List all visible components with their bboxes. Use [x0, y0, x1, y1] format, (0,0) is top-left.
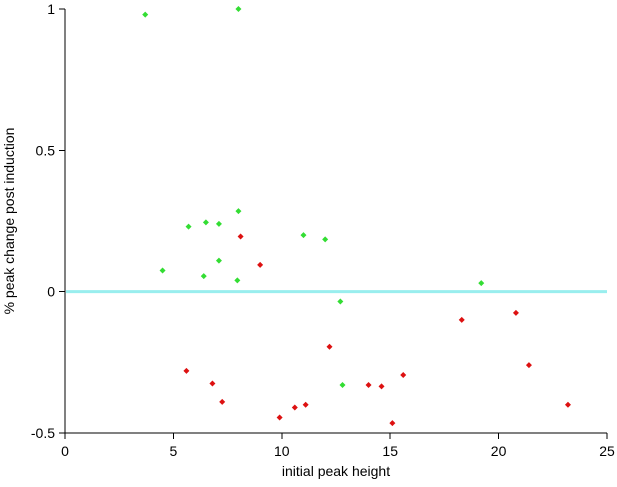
data-point-series-1 — [202, 219, 209, 226]
data-point-series-1 — [215, 220, 222, 227]
data-point-series-1 — [234, 277, 241, 284]
data-point-series-2 — [564, 401, 571, 408]
data-point-series-1 — [159, 267, 166, 274]
data-points — [142, 6, 571, 427]
data-point-series-2 — [291, 404, 298, 411]
data-point-series-2 — [458, 316, 465, 323]
data-point-series-1 — [200, 273, 207, 280]
data-point-series-2 — [302, 401, 309, 408]
y-axis-label: % peak change post induction — [1, 128, 17, 315]
data-point-series-2 — [276, 414, 283, 421]
x-axis-label: initial peak height — [282, 463, 390, 479]
x-tick-label: 0 — [61, 443, 69, 459]
data-point-series-2 — [237, 233, 244, 240]
y-tick-label: 0.5 — [36, 142, 56, 158]
data-point-series-2 — [378, 383, 385, 390]
data-point-series-2 — [257, 261, 264, 268]
data-point-series-2 — [209, 380, 216, 387]
data-point-series-1 — [478, 280, 485, 287]
data-point-series-1 — [215, 257, 222, 264]
data-point-series-1 — [235, 6, 242, 12]
data-point-series-1 — [235, 208, 242, 215]
x-tick-label: 10 — [274, 443, 290, 459]
x-tick-label: 20 — [491, 443, 507, 459]
x-tick-label: 5 — [170, 443, 178, 459]
y-tick-label: -0.5 — [31, 425, 55, 441]
data-point-series-2 — [365, 381, 372, 388]
data-point-series-2 — [525, 362, 532, 369]
data-point-series-2 — [219, 398, 226, 405]
data-point-series-1 — [339, 381, 346, 388]
x-tick-label: 25 — [599, 443, 615, 459]
data-point-series-2 — [512, 309, 519, 316]
data-point-series-1 — [337, 298, 344, 305]
axes-layer — [64, 9, 607, 434]
data-point-series-2 — [389, 420, 396, 427]
data-point-series-1 — [185, 223, 192, 230]
x-tick-label: 15 — [382, 443, 398, 459]
x-ticks: 0 5 10 15 20 25 — [61, 433, 615, 459]
y-tick-label: 0 — [47, 284, 55, 300]
data-point-series-2 — [326, 343, 333, 350]
data-point-series-2 — [400, 372, 407, 379]
data-point-series-1 — [142, 11, 149, 18]
data-point-series-1 — [300, 232, 307, 239]
y-tick-label: 1 — [47, 1, 55, 17]
y-ticks: -0.5 0 0.5 1 — [31, 1, 65, 441]
data-point-series-2 — [183, 367, 190, 374]
data-point-series-1 — [322, 236, 329, 243]
